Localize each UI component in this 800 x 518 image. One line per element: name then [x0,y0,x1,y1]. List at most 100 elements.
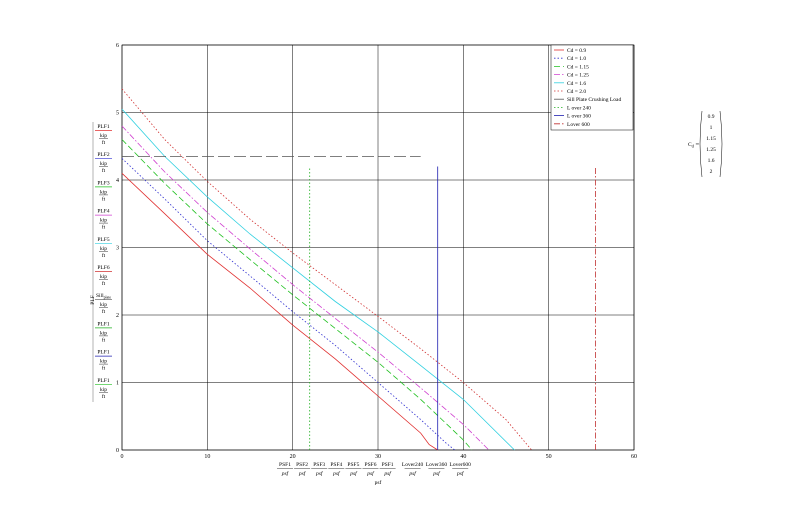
left-label-unit-top: kip [100,302,107,308]
left-label-unit-top: kip [100,387,107,393]
left-label-numerator: PLF5 [97,237,109,243]
left-label-unit-bottom: ft [102,139,106,146]
left-label-unit-top: kip [100,274,107,280]
bottom-label-denominator: psf [366,470,375,477]
series-line-4 [121,125,490,451]
cd-value: 1.15 [706,136,716,142]
bottom-label-numerator: PSF4 [330,462,342,468]
cd-symbol: Cd = [688,141,700,149]
bottom-label-denominator: psf [315,470,324,477]
series-layer [121,88,596,451]
left-label-unit-bottom: ft [102,365,106,372]
y-tick-label: 4 [116,178,119,184]
left-label-unit-bottom: ft [102,393,106,400]
y-tick-label: 2 [116,313,119,319]
y-tick-label: 6 [116,43,119,49]
series-line-2 [121,158,456,451]
bottom-label-numerator: Lover360 [426,462,448,468]
legend-entry: Cd = 1.0 [567,56,586,62]
y-axis-expression-labels: PLF1kipftPLF2kipftPLF3kipftPLF4kipftPLF5… [92,122,112,402]
legend-box [550,44,634,131]
series-line-3 [121,139,473,451]
y-tick-label: 0 [116,448,119,454]
left-label-numerator: PLF3 [97,180,109,186]
legend-entry: L over 360 [567,114,591,120]
left-label-unit-top: kip [100,161,107,167]
cd-value: 1.6 [708,158,715,164]
x-tick-label: 10 [204,454,210,460]
left-label-numerator: PLF2 [97,152,109,158]
legend-entry: L over 240 [567,105,591,111]
left-label-numerator: PLF1 [97,124,109,130]
legend-entry: Cd = 1.15 [567,64,589,70]
left-label-unit-bottom: ft [102,195,106,202]
x-tick-label: 60 [631,454,637,460]
left-label-unit-top: kip [100,218,107,224]
cd-bracket-left [699,110,703,178]
x-tick-label: 50 [546,454,552,460]
x-axis-title: psf [375,479,382,486]
bottom-label-denominator: psf [383,470,392,477]
bottom-label-numerator: PSF6 [365,462,377,468]
left-label-subscript: plate [104,296,112,300]
left-label-unit-top: kip [100,246,107,252]
bottom-label-denominator: psf [332,470,341,477]
legend-entry: Cd = 2.0 [567,89,586,95]
x-tick-label: 40 [460,454,466,460]
left-label-unit-top: kip [100,189,107,195]
cd-symbol-subscript: d [692,144,695,149]
left-label-unit-top: kip [100,359,107,365]
series-line-6 [121,88,532,451]
bottom-label-numerator: PSF1 [382,462,394,468]
left-label-numerator: PLF4 [97,209,109,215]
left-label-numerator: PLF1 [97,378,109,384]
legend-entry: Sill Plate Crushing Load [567,97,621,103]
left-label-unit-bottom: ft [102,308,106,315]
cd-bracket-right [719,110,723,178]
legend-entry: Cd = 0.9 [567,48,586,54]
left-label-numerator: PLF6 [97,265,109,271]
cd-value: 1 [710,125,713,131]
left-label-unit-top: kip [100,330,107,336]
bottom-label-denominator: psf [298,470,307,477]
bottom-label-denominator: psf [281,470,290,477]
bottom-label-numerator: PSF2 [296,462,308,468]
cd-value: 2 [710,169,713,175]
left-label-unit-bottom: ft [102,167,106,174]
bottom-label-numerator: Lover240 [402,462,424,468]
bottom-label-numerator: Lover600 [450,462,472,468]
axis-ticks: 0 10 20 30 40 50 60 0 1 2 3 4 5 6 [116,43,637,460]
bottom-label-denominator: psf [349,470,358,477]
x-tick-label: 0 [121,454,124,460]
cd-equals: = [694,141,700,148]
legend-entry: Lover 600 [567,122,590,128]
bottom-label-denominator: psf [432,470,441,477]
y-tick-label: 3 [116,246,119,252]
left-label-unit-top: kip [100,133,107,139]
bottom-label-numerator: PSF1 [279,462,291,468]
cd-value: 1.25 [706,147,716,153]
series-line-5 [121,108,515,451]
left-label-numerator: PLF1 [97,350,109,356]
legend-entry: Cd = 1.6 [567,81,586,87]
cd-vector: Cd = 0.9 1 1.15 1.25 1.6 2 [688,110,723,178]
x-tick-label: 30 [375,454,381,460]
left-label-unit-bottom: ft [102,336,106,343]
x-tick-label: 20 [290,454,296,460]
y-tick-label: 5 [116,111,119,117]
left-label-numerator: Sillplate [96,293,111,300]
left-label-numerator: PLF1 [97,321,109,327]
series-line-1 [121,173,438,451]
x-axis-expression-labels: PSF1 psf PSF2 psf PSF3 psf PSF4 psf PSF5 psf PSF6 p… [277,462,471,477]
bottom-label-denominator: psf [456,470,465,477]
legend-entry: Cd = 1.25 [567,73,589,79]
bottom-label-numerator: PSF3 [313,462,325,468]
y-tick-label: 1 [116,381,119,387]
cd-value: 0.9 [708,114,715,120]
bottom-label-numerator: PSF5 [347,462,359,468]
left-label-unit-bottom: ft [102,252,106,259]
left-label-unit-bottom: ft [102,224,106,231]
left-label-unit-bottom: ft [102,280,106,287]
y-axis-title: PLF [90,295,96,304]
